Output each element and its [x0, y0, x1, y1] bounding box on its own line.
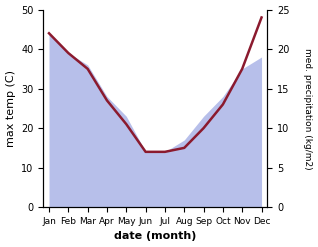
Y-axis label: med. precipitation (kg/m2): med. precipitation (kg/m2) — [303, 48, 313, 169]
X-axis label: date (month): date (month) — [114, 231, 197, 242]
Y-axis label: max temp (C): max temp (C) — [5, 70, 16, 147]
